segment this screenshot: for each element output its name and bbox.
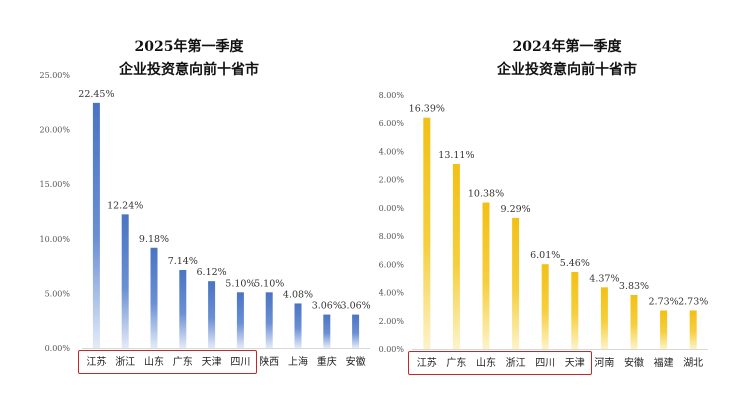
x-tick-label: 山东 (476, 356, 496, 369)
x-tick-label: 福建 (654, 356, 674, 369)
x-tick-label: 浙江 (115, 356, 135, 368)
x-tick-label: 陕西 (259, 355, 279, 368)
y-tick-label: 0.00% (379, 345, 405, 354)
x-tick-label: 江苏 (86, 355, 106, 368)
y-tick-label: 4.00% (379, 289, 405, 298)
bar (352, 314, 360, 348)
bar (452, 164, 460, 349)
x-tick-label: 安徽 (346, 355, 366, 368)
x-tick-label: 江苏 (417, 356, 437, 369)
bar (323, 314, 331, 348)
y-tick-label: 15.00% (39, 180, 70, 189)
data-label: 3.83% (619, 281, 649, 292)
bar-chart-2024: 0.00% 2.00% 4.00% 6.00% 8.00% 10.00% 12.00% 14.… (378, 91, 708, 369)
y-tick-label: 25.00% (39, 71, 70, 80)
data-label: 6.12% (197, 267, 227, 278)
bar (512, 217, 520, 349)
y-tick-label: 18.00% (378, 91, 404, 100)
x-tick-label: 河南 (594, 356, 614, 369)
y-tick-label: 6.00% (379, 260, 405, 269)
bar (294, 303, 302, 348)
chart-title-line1: 2025年第一季度 (134, 39, 244, 55)
bar (121, 214, 129, 348)
bar (208, 281, 216, 348)
y-tick-label: 8.00% (379, 232, 405, 241)
x-tick-label: 山东 (144, 355, 164, 368)
y-tick-label: 16.00% (378, 119, 404, 128)
y-tick-label: 2.00% (379, 317, 405, 326)
data-label: 13.11% (438, 150, 474, 161)
x-tick-label: 湖北 (683, 357, 703, 369)
x-tick-label: 四川 (535, 358, 555, 369)
data-label: 22.45% (78, 89, 114, 100)
data-label: 2.73% (678, 296, 708, 307)
data-label: 4.37% (589, 273, 619, 284)
x-tick-label: 天津 (202, 356, 222, 368)
x-tick-label: 天津 (565, 357, 585, 369)
data-label: 9.18% (139, 234, 169, 245)
chart-title-line2: 企业投资意向前十省市 (119, 62, 259, 78)
y-tick-label: 20.00% (39, 126, 70, 135)
data-label: 16.39% (409, 104, 445, 115)
bar (600, 287, 608, 349)
data-label: 5.10% (254, 278, 284, 289)
bar (482, 202, 490, 349)
chart-title-line2: 企业投资意向前十省市 (497, 62, 637, 78)
y-tick-label: 14.00% (378, 147, 404, 156)
bar (423, 117, 431, 349)
data-label: 2.73% (649, 296, 679, 307)
x-tick-label: 浙江 (506, 357, 526, 369)
bar (689, 310, 697, 349)
bar (150, 247, 158, 348)
bar (236, 292, 244, 348)
chart-panel-2025: 2025年第一季度 企业投资意向前十省市 0.00% 5.00% 10.00% 15.… (39, 39, 371, 374)
data-label: 5.10% (225, 278, 255, 289)
chart-title-line1: 2024年第一季度 (512, 39, 622, 55)
y-tick-label: 5.00% (45, 289, 71, 298)
chart-panel-2024: 2024年第一季度 企业投资意向前十省市 0.00% 2.00% 4.00% 6.00… (378, 0, 756, 401)
bar (541, 264, 549, 349)
bar (571, 271, 579, 349)
x-tick-label: 上海 (288, 355, 308, 368)
data-label: 10.38% (468, 189, 504, 200)
data-label: 9.29% (501, 204, 531, 215)
bar (630, 294, 638, 349)
data-label: 4.08% (283, 289, 313, 300)
bar (179, 270, 187, 348)
x-tick-label: 重庆 (317, 355, 337, 368)
x-tick-label: 安徽 (624, 356, 644, 369)
y-tick-label: 10.00% (39, 235, 70, 244)
data-label: 3.06% (312, 301, 342, 312)
data-label: 12.24% (107, 200, 143, 211)
y-tick-label: 0.00% (45, 344, 71, 353)
bar (265, 292, 273, 348)
data-label: 5.46% (560, 258, 590, 269)
y-tick-label: 10.00% (378, 204, 404, 213)
highlight-box-2025 (78, 350, 257, 374)
data-label: 3.06% (341, 301, 371, 312)
bar (92, 102, 100, 348)
data-label: 7.14% (168, 256, 198, 267)
highlight-box-2024 (408, 351, 592, 375)
bar (660, 310, 668, 349)
bar-chart-2025: 0.00% 5.00% 10.00% 15.00% 20.00% 25.00% 22.45%… (39, 71, 371, 368)
x-tick-label: 四川 (230, 357, 250, 368)
data-label: 6.01% (530, 250, 560, 261)
x-tick-label: 广东 (446, 356, 466, 369)
y-tick-label: 12.00% (378, 176, 404, 185)
x-tick-label: 广东 (173, 355, 193, 368)
